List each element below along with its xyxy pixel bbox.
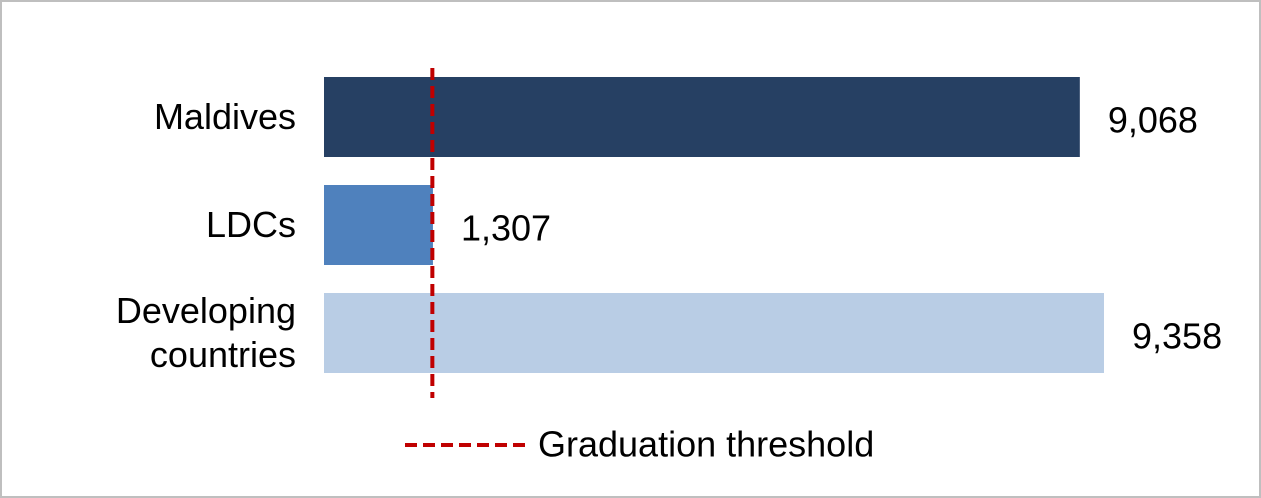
legend-label: Graduation threshold	[538, 424, 874, 465]
bar	[324, 77, 1080, 157]
value-label: 9,358	[1132, 316, 1222, 357]
value-label: 9,068	[1108, 100, 1198, 141]
bar	[324, 185, 433, 265]
category-label: Developing countries	[115, 290, 296, 375]
category-label: LDCs	[205, 204, 296, 245]
category-label: Maldives	[153, 96, 296, 137]
value-label: 1,307	[461, 208, 551, 249]
bar	[324, 293, 1104, 373]
